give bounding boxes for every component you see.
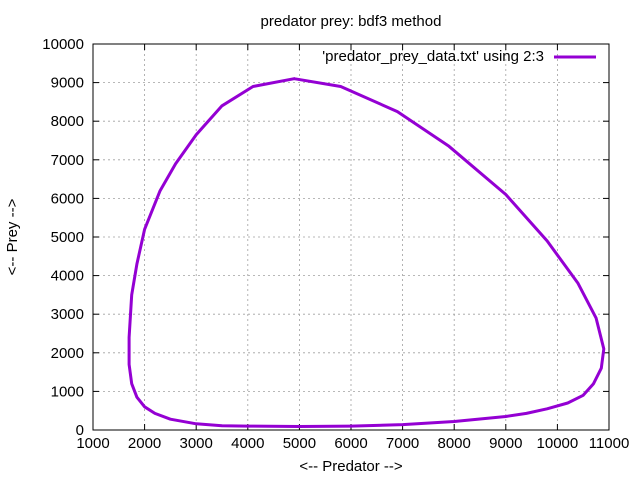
y-tick-label: 9000 <box>51 75 84 92</box>
ticks: 1000 2000 3000 4000 5000 6000 7000 8000 9000 1000… <box>42 36 629 452</box>
series-line <box>127 77 606 428</box>
y-tick-label: 7000 <box>51 152 84 169</box>
x-axis-label: <-- Predator --> <box>299 458 403 475</box>
x-tick-label: 6000 <box>334 435 367 452</box>
legend: 'predator_prey_data.txt' using 2:3 <box>322 48 596 65</box>
x-tick-label: 1000 <box>76 435 109 452</box>
x-tick-label: 5000 <box>283 435 316 452</box>
y-tick-label: 6000 <box>51 190 84 207</box>
y-tick-label: 0 <box>76 422 84 439</box>
legend-label: 'predator_prey_data.txt' using 2:3 <box>322 48 544 65</box>
x-tick-label: 10000 <box>537 435 579 452</box>
y-tick-label: 8000 <box>51 113 84 130</box>
x-tick-label: 9000 <box>489 435 522 452</box>
x-tick-label: 3000 <box>180 435 213 452</box>
y-tick-label: 5000 <box>51 229 84 246</box>
y-axis-label: <-- Prey --> <box>4 198 21 275</box>
y-tick-label: 3000 <box>51 306 84 323</box>
grid <box>93 44 609 430</box>
x-tick-label: 4000 <box>231 435 264 452</box>
plot-frame <box>92 43 610 431</box>
x-tick-label: 8000 <box>438 435 471 452</box>
y-tick-label: 1000 <box>51 383 84 400</box>
y-tick-label: 10000 <box>42 36 84 53</box>
y-tick-label: 2000 <box>51 345 84 362</box>
x-tick-label: 2000 <box>128 435 161 452</box>
chart-title: predator prey: bdf3 method <box>261 13 442 30</box>
y-tick-label: 4000 <box>51 268 84 285</box>
x-tick-label: 7000 <box>386 435 419 452</box>
x-tick-label: 11000 <box>589 435 630 452</box>
